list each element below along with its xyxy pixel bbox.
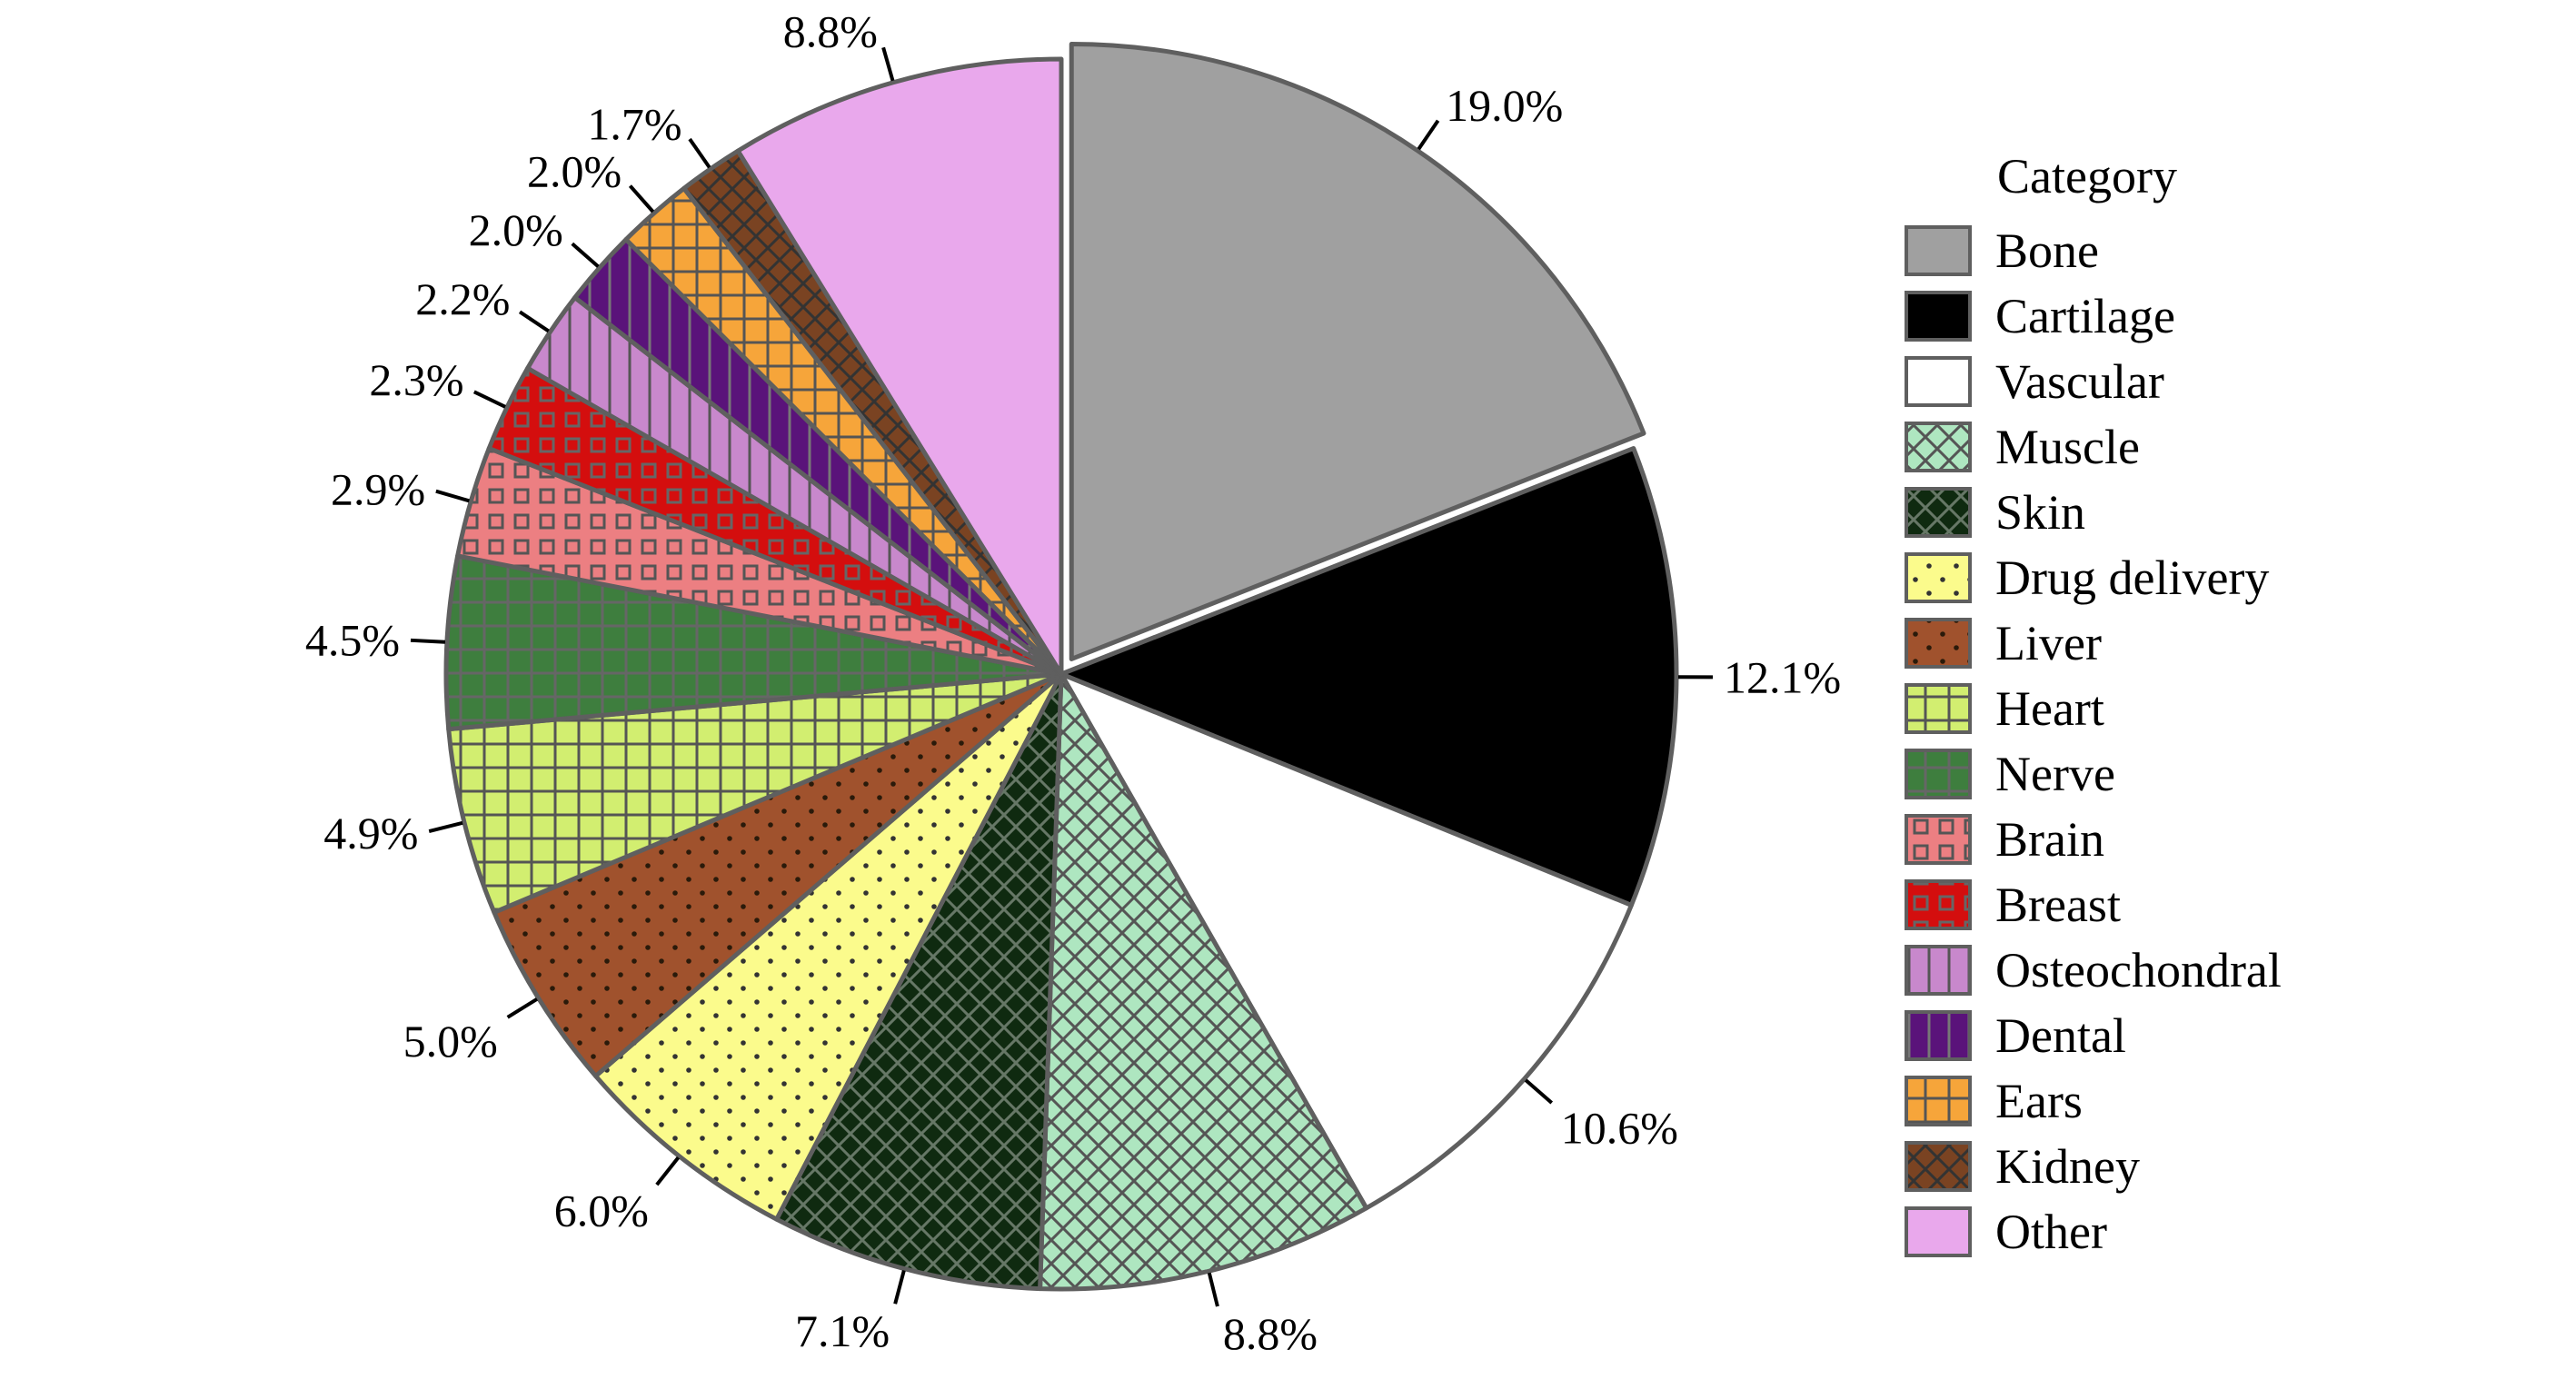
slice-percent-osteochondral: 2.2%: [415, 273, 510, 324]
slice-percent-drug-delivery: 6.0%: [554, 1185, 649, 1235]
leader-line-dental: [571, 242, 600, 268]
legend: Category Bone Cartilage Vascular Muscle Skin…: [1905, 149, 2282, 1259]
legend-swatch-nerve: [1905, 749, 1972, 799]
slice-percent-liver: 5.0%: [403, 1016, 498, 1067]
legend-swatch-muscle: [1905, 422, 1972, 472]
leader-line-brain: [435, 489, 470, 503]
leader-line-skin: [893, 1270, 906, 1305]
legend-label-other: Other: [1995, 1205, 2107, 1259]
legend-swatch-drug-delivery: [1905, 552, 1972, 603]
leader-line-drug-delivery: [655, 1156, 681, 1186]
legend-swatch-kidney: [1905, 1141, 1972, 1192]
pie-slice-nerve: [443, 553, 1064, 732]
pie-slice-bone: [1069, 41, 1646, 661]
slice-percent-heart: 4.9%: [323, 808, 418, 858]
pie-slice-liver: [492, 671, 1064, 1078]
legend-label-vascular: Vascular: [1995, 354, 2164, 409]
legend-label-skin: Skin: [1995, 485, 2085, 540]
slice-percent-skin: 7.1%: [795, 1305, 890, 1356]
legend-label-bone: Bone: [1995, 223, 2099, 278]
leader-line-heart: [428, 820, 463, 833]
legend-title: Category: [1997, 149, 2177, 203]
legend-swatch-osteochondral: [1905, 945, 1972, 996]
legend-swatch-dental: [1905, 1010, 1972, 1061]
legend-swatch-heart: [1905, 683, 1972, 734]
slice-percent-breast: 2.3%: [369, 354, 463, 405]
leader-line-bone: [1417, 119, 1440, 151]
leader-line-vascular: [1524, 1078, 1554, 1105]
legend-swatch-liver: [1905, 618, 1972, 669]
slice-percent-muscle: 8.8%: [1223, 1308, 1318, 1359]
legend-label-muscle: Muscle: [1995, 420, 2140, 474]
legend-label-cartilage: Cartilage: [1995, 289, 2175, 343]
pie-slice-drug-delivery: [593, 671, 1064, 1222]
legend-swatch-breast: [1905, 879, 1972, 930]
pie-slice-muscle: [1038, 671, 1369, 1292]
legend-label-ears: Ears: [1995, 1074, 2083, 1128]
pie-slice-heart: [446, 671, 1064, 915]
legend-label-brain: Brain: [1995, 812, 2104, 867]
legend-swatch-brain: [1905, 814, 1972, 865]
slice-percent-ears: 2.0%: [527, 146, 622, 197]
legend-label-heart: Heart: [1995, 681, 2104, 736]
leader-line-breast: [472, 390, 506, 409]
leader-line-liver: [506, 997, 538, 1019]
pie-slice-skin: [774, 671, 1064, 1292]
pie-labels: 19.0% 12.1% 10.6% 8.8% 7.1% 6.0% 5.0% 4.9% 4.5% 2…: [305, 6, 1841, 1359]
legend-swatch-skin: [1905, 487, 1972, 538]
slice-percent-cartilage: 12.1%: [1724, 651, 1841, 702]
legend-swatch-cartilage: [1905, 291, 1972, 342]
legend-label-kidney: Kidney: [1995, 1139, 2140, 1194]
legend-label-breast: Breast: [1995, 878, 2121, 932]
slice-percent-dental: 2.0%: [469, 204, 563, 255]
slice-percent-bone: 19.0%: [1446, 80, 1563, 131]
legend-swatch-vascular: [1905, 356, 1972, 407]
leader-line-nerve: [410, 638, 446, 644]
legend-label-nerve: Nerve: [1995, 747, 2115, 801]
leader-line-osteochondral: [518, 310, 550, 333]
slice-percent-vascular: 10.6%: [1561, 1102, 1678, 1153]
legend-swatch-other: [1905, 1206, 1972, 1257]
leader-line-kidney: [688, 137, 711, 169]
pie-slice-vascular: [1059, 671, 1634, 1211]
leader-line-muscle: [1207, 1272, 1219, 1307]
leader-line-other: [881, 46, 895, 82]
legend-label-dental: Dental: [1995, 1008, 2126, 1063]
leader-line-ears: [628, 184, 655, 213]
slice-percent-kidney: 1.7%: [587, 98, 681, 149]
legend-label-drug-delivery: Drug delivery: [1995, 551, 2269, 605]
pie-slices: [443, 41, 1679, 1292]
slice-percent-nerve: 4.5%: [305, 614, 400, 665]
legend-swatch-bone: [1905, 225, 1972, 276]
legend-label-osteochondral: Osteochondral: [1995, 943, 2282, 997]
legend-label-liver: Liver: [1995, 616, 2102, 670]
slice-percent-brain: 2.9%: [331, 463, 425, 514]
pie-slice-other: [735, 56, 1064, 677]
legend-swatch-ears: [1905, 1076, 1972, 1126]
pie-slice-cartilage: [1059, 446, 1679, 908]
slice-percent-other: 8.8%: [783, 6, 878, 57]
